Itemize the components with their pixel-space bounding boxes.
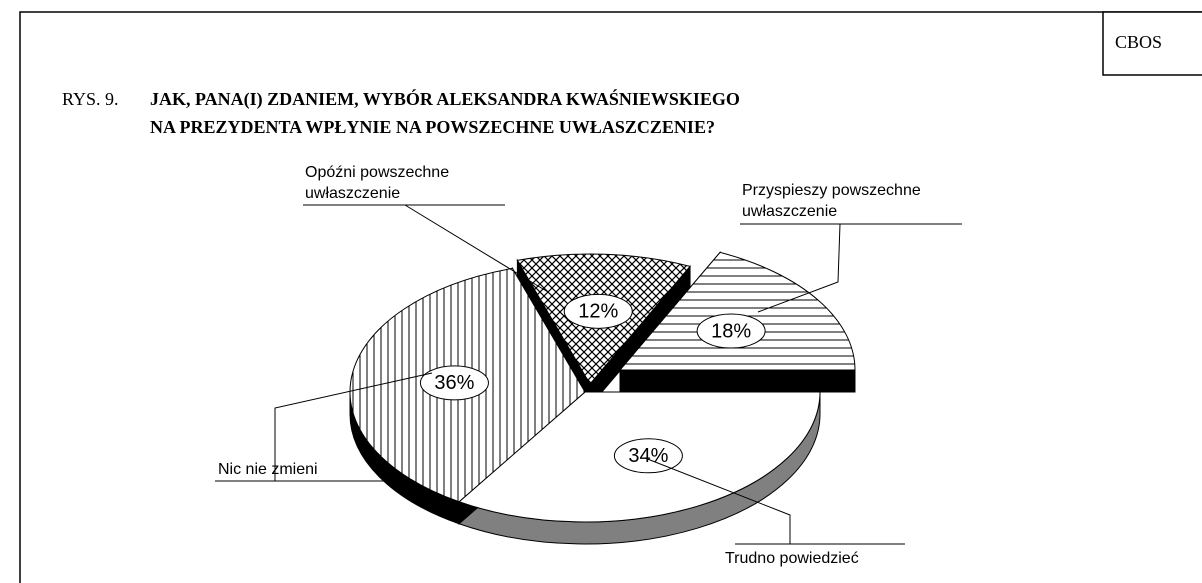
leader-line [740, 223, 962, 313]
source: CBOS [1115, 32, 1162, 52]
leader-line [215, 372, 433, 482]
category-label: Nic nie zmieni [218, 461, 318, 478]
value-label-box [613, 438, 683, 474]
value-label: 36% [434, 372, 474, 394]
value-label-box [419, 365, 489, 401]
value-label-box [696, 313, 766, 349]
frame [19, 11, 1202, 583]
pie: 34% 36% 12% 18% [349, 251, 856, 545]
value-label: 18% [711, 320, 751, 342]
leader-line [303, 204, 549, 293]
figure-label: RYS. 9. [62, 89, 119, 109]
leader-line [644, 457, 905, 545]
value-label: 34% [628, 445, 668, 467]
value-label-box [563, 293, 633, 329]
category-label: Przyspieszy powszechne uwłaszczenie [742, 182, 921, 220]
slice-face [619, 369, 856, 393]
category-label: Trudno powiedzieć [725, 550, 859, 567]
chart-title: JAK, PANA(I) ZDANIEM, WYBÓR ALEKSANDRA K… [150, 88, 740, 110]
value-labels: 34% 36% 12% 18% [419, 293, 766, 474]
chart-title: NA PREZYDENTA WPŁYNIE NA POWSZECHNE UWŁA… [150, 117, 715, 137]
value-label: 12% [578, 301, 618, 323]
source-box [1102, 11, 1202, 76]
category-label: Opóźni powszechne uwłaszczenie [305, 164, 450, 202]
slice [618, 251, 856, 371]
leader-lines [215, 204, 962, 545]
